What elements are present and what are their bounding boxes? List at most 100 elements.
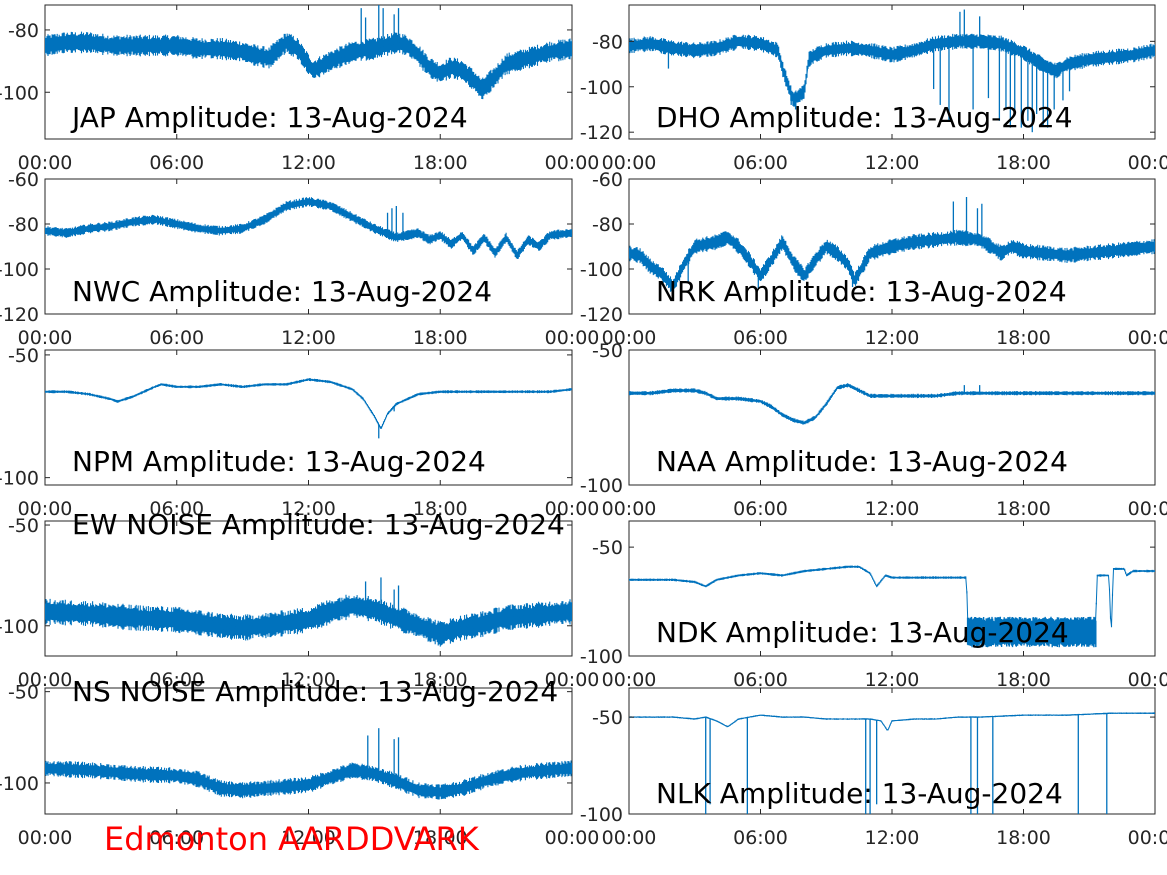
x-tick-label: 18:00 <box>996 827 1051 849</box>
plot-area <box>629 197 1155 293</box>
x-tick-label: 18:00 <box>413 152 468 174</box>
x-tick-label: 18:00 <box>413 327 468 349</box>
x-tick-label: 00:00 <box>18 498 73 520</box>
x-tick-label: 12:00 <box>865 327 920 349</box>
x-tick-label: 06:00 <box>733 152 788 174</box>
x-tick-label: 06:00 <box>149 827 204 849</box>
x-tick-label: 00:00 <box>602 498 657 520</box>
y-tick-label: -100 <box>0 82 39 104</box>
panel-ew-noise: -50 -100 00:00 06:00 12:00 18:00 00:00 EW NOISE… <box>0 508 599 691</box>
y-tick-label: -120 <box>580 304 623 326</box>
x-tick-label: 00:00 <box>1128 827 1167 849</box>
plot-area <box>629 9 1155 133</box>
y-tick-label: -60 <box>592 169 623 191</box>
y-tick-label: -60 <box>8 169 39 191</box>
x-tick-label: 12:00 <box>281 498 336 520</box>
axes-box <box>628 4 1156 140</box>
x-tick-label: 12:00 <box>281 669 336 691</box>
plot-area <box>45 728 572 800</box>
y-tick-label: -100 <box>580 77 623 99</box>
y-tick-label: -80 <box>8 20 39 42</box>
x-tick-label: 06:00 <box>733 498 788 520</box>
plot-area <box>45 5 572 100</box>
x-tick-label: 06:00 <box>149 498 204 520</box>
x-tick-label: 00:00 <box>545 327 600 349</box>
x-tick-label: 06:00 <box>149 327 204 349</box>
series-line <box>45 38 572 92</box>
footer-label: Edmonton AARDDVARK <box>104 820 479 858</box>
panel-title: JAP Amplitude: 13-Aug-2024 <box>70 101 468 134</box>
plot-area <box>629 565 1155 648</box>
x-tick-label: 18:00 <box>996 327 1051 349</box>
panel-npm: -50 -100 00:00 06:00 12:00 18:00 00:00 NPM Ampl… <box>0 345 599 520</box>
x-tick-label: 00:00 <box>18 827 73 849</box>
x-tick-label: 00:00 <box>602 327 657 349</box>
axes-box <box>44 520 573 657</box>
y-tick-label: -50 <box>8 515 39 537</box>
panel-title: DHO Amplitude: 13-Aug-2024 <box>656 101 1073 134</box>
x-tick-label: 18:00 <box>413 827 468 849</box>
x-tick-label: 00:00 <box>545 827 600 849</box>
series-line <box>629 383 1155 424</box>
x-tick-label: 00:00 <box>545 669 600 691</box>
panel-title: NS NOISE Amplitude: 13-Aug-2024 <box>72 675 558 708</box>
y-tick-label: -100 <box>580 646 623 668</box>
x-tick-label: 00:00 <box>602 669 657 691</box>
y-tick-label: -100 <box>0 773 39 795</box>
x-tick-label: 12:00 <box>865 152 920 174</box>
y-tick-label: -120 <box>580 122 623 144</box>
panel-title: NWC Amplitude: 13-Aug-2024 <box>72 275 492 308</box>
x-tick-label: 12:00 <box>281 827 336 849</box>
x-tick-label: 00:00 <box>18 669 73 691</box>
panel-title: NLK Amplitude: 13-Aug-2024 <box>656 777 1063 810</box>
plot-area <box>629 712 1155 814</box>
series-line <box>45 765 572 795</box>
x-tick-label: 06:00 <box>733 669 788 691</box>
x-tick-label: 00:00 <box>602 152 657 174</box>
x-tick-label: 00:00 <box>1128 152 1167 174</box>
y-tick-label: -100 <box>580 475 623 497</box>
y-tick-label: -80 <box>592 31 623 53</box>
x-tick-label: 12:00 <box>281 152 336 174</box>
x-tick-label: 18:00 <box>996 152 1051 174</box>
x-tick-label: 18:00 <box>413 669 468 691</box>
series-line <box>45 601 572 638</box>
y-tick-label: -120 <box>0 304 39 326</box>
panel-title: NRK Amplitude: 13-Aug-2024 <box>656 275 1067 308</box>
series-line <box>629 235 1155 290</box>
panel-title: EW NOISE Amplitude: 13-Aug-2024 <box>72 508 565 541</box>
y-tick-label: -100 <box>0 259 39 281</box>
x-tick-label: 12:00 <box>865 827 920 849</box>
panel-title: NPM Amplitude: 13-Aug-2024 <box>72 445 486 478</box>
y-tick-label: -80 <box>592 214 623 236</box>
y-tick-label: -80 <box>8 214 39 236</box>
x-tick-label: 00:00 <box>1128 669 1167 691</box>
y-tick-label: -50 <box>592 537 623 559</box>
y-tick-label: -50 <box>592 707 623 729</box>
y-tick-label: -50 <box>8 345 39 367</box>
x-tick-label: 06:00 <box>149 669 204 691</box>
panel-nrk: -60-80-100-12000:0006:0012:0018:0000:00N… <box>580 169 1167 349</box>
y-tick-label: -100 <box>0 468 39 490</box>
panel-ns-noise: -50 -100 00:00 06:00 12:00 18:00 00:00 NS NOISE… <box>0 675 599 849</box>
series-line <box>45 378 572 429</box>
series-line <box>629 37 1155 102</box>
panel-title: NAA Amplitude: 13-Aug-2024 <box>656 445 1068 478</box>
x-tick-label: 12:00 <box>865 669 920 691</box>
series-line <box>629 712 1155 731</box>
plot-area <box>45 378 572 439</box>
plot-area <box>629 383 1155 425</box>
x-tick-label: 12:00 <box>281 327 336 349</box>
x-tick-label: 18:00 <box>996 669 1051 691</box>
y-tick-label: -50 <box>592 340 623 362</box>
x-tick-label: 00:00 <box>18 327 73 349</box>
x-tick-label: 00:00 <box>602 827 657 849</box>
y-tick-label: -100 <box>580 804 623 826</box>
y-tick-label: -50 <box>8 682 39 704</box>
plot-area <box>45 197 572 259</box>
panel-dho: -80 -100 -120 00:00 06:00 12:00 18:00 00:00 DHO … <box>580 4 1167 174</box>
axes-box <box>44 687 573 815</box>
